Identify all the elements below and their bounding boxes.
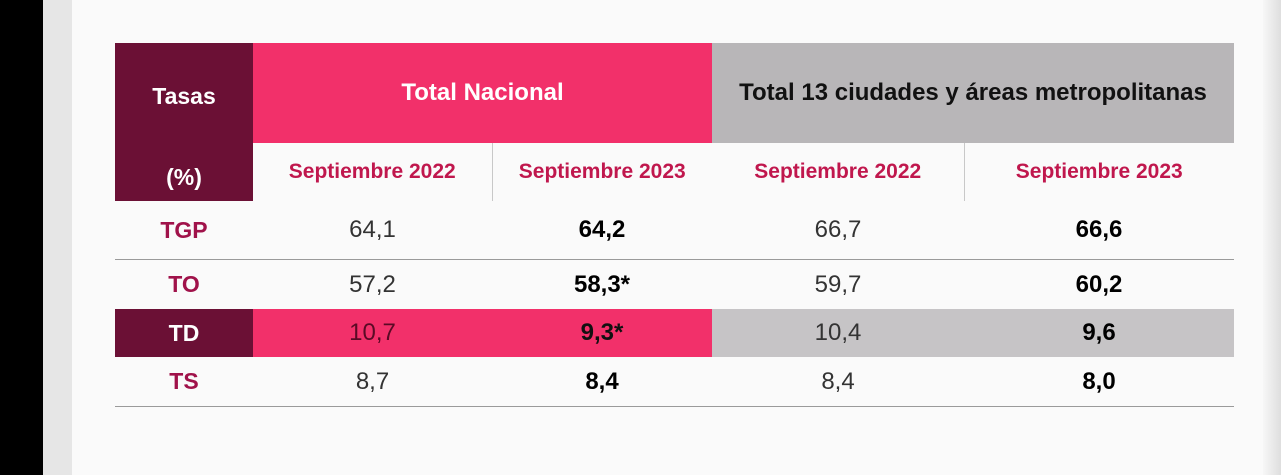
labor-rates-table: Tasas (%) Total Nacional Total 13 ciudad… <box>115 43 1235 407</box>
rate-label-td: TD <box>115 309 253 357</box>
value-cell: 57,2 <box>253 259 492 309</box>
period-header-nacional-2023: Septiembre 2023 <box>492 143 712 201</box>
table-row: TGP 64,1 64,2 66,7 66,6 <box>115 201 1235 260</box>
period-header-metro-2022: Septiembre 2022 <box>712 143 965 201</box>
table-row-highlighted: TD 10,7 9,3* 10,4 9,6 <box>115 309 1235 357</box>
value-cell: 8,4 <box>712 357 964 407</box>
value-cell: 10,4 <box>712 309 964 357</box>
value-cell: 10,7 <box>253 309 492 357</box>
value-cell: 60,2 <box>964 259 1235 309</box>
rates-corner-header: Tasas (%) <box>115 43 253 201</box>
table-row: TO 57,2 58,3* 59,7 60,2 <box>115 259 1235 309</box>
page-edge-shadow <box>1263 0 1281 475</box>
value-cell: 8,7 <box>253 357 492 407</box>
table-row: TS 8,7 8,4 8,4 8,0 <box>115 357 1235 407</box>
value-cell: 8,0 <box>964 357 1235 407</box>
rates-corner-label: Tasas <box>152 83 216 109</box>
value-cell: 58,3* <box>492 259 712 309</box>
period-header-nacional-2022: Septiembre 2022 <box>253 143 493 201</box>
value-cell: 9,6 <box>964 309 1235 357</box>
value-cell: 66,6 <box>964 201 1235 260</box>
rates-corner-unit: (%) <box>166 164 202 190</box>
period-header-metro-2023: Septiembre 2023 <box>964 143 1235 201</box>
value-cell: 64,1 <box>253 201 492 260</box>
value-cell: 8,4 <box>492 357 712 407</box>
group-header-total-nacional: Total Nacional <box>253 43 712 143</box>
rate-label-ts: TS <box>115 357 253 407</box>
left-margin-band <box>43 0 72 475</box>
rate-label-to: TO <box>115 259 253 309</box>
value-cell: 59,7 <box>712 259 964 309</box>
rate-label-tgp: TGP <box>115 201 253 260</box>
value-cell: 9,3* <box>492 309 712 357</box>
value-cell: 64,2 <box>492 201 712 260</box>
group-header-13-ciudades: Total 13 ciudades y áreas metropolitanas <box>712 43 1235 143</box>
document-page: Tasas (%) Total Nacional Total 13 ciudad… <box>72 0 1281 475</box>
value-cell: 66,7 <box>712 201 964 260</box>
